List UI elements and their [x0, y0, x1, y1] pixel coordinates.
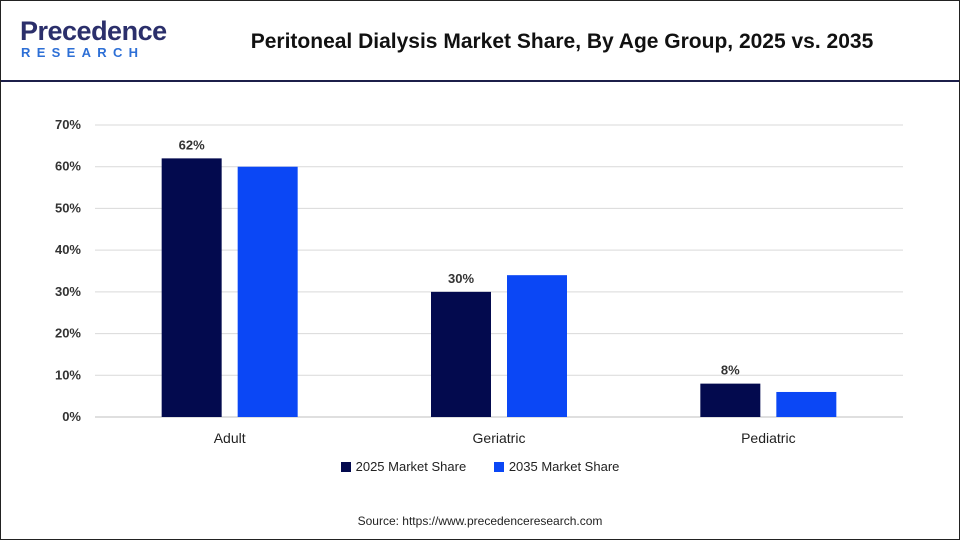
y-tick-label: 30%	[55, 284, 81, 299]
logo-subtitle: RESEARCH	[21, 45, 145, 60]
x-tick-label: Adult	[214, 430, 246, 446]
legend-item-2035: 2035 Market Share	[493, 459, 620, 474]
x-tick-label: Geriatric	[473, 430, 526, 446]
data-label: 8%	[721, 363, 740, 378]
legend-label-2035: 2035 Market Share	[508, 459, 620, 474]
y-tick-label: 50%	[55, 200, 81, 215]
bar-2035	[776, 391, 837, 417]
bar-2025	[431, 291, 491, 417]
header-divider	[1, 80, 959, 82]
header: Precedence RESEARCH Peritoneal Dialysis …	[2, 2, 958, 80]
data-label: 62%	[179, 137, 205, 152]
logo-wordmark: Precedence	[20, 16, 167, 46]
y-tick-label: 10%	[55, 367, 81, 382]
y-tick-label: 20%	[55, 326, 81, 341]
precedence-research-logo: Precedence RESEARCH	[20, 16, 167, 66]
y-tick-label: 0%	[62, 409, 81, 424]
chart-title: Peritoneal Dialysis Market Share, By Age…	[250, 30, 874, 53]
bar-chart: 0% 10% 20% 30% 40% 50% 60% 70% 62% Adult 30% Geriat…	[55, 117, 903, 446]
bar-2035	[507, 275, 567, 417]
y-tick-label: 70%	[55, 117, 81, 132]
data-label: 30%	[448, 271, 474, 286]
bar-2025	[700, 383, 761, 417]
bar-2025	[161, 158, 222, 417]
legend-item-2025: 2025 Market Share	[340, 459, 467, 474]
legend-label-2025: 2025 Market Share	[355, 459, 467, 474]
y-tick-label: 60%	[55, 159, 81, 174]
y-tick-label: 40%	[55, 242, 81, 257]
x-tick-label: Pediatric	[741, 430, 795, 446]
legend-swatch-2035	[493, 461, 504, 472]
legend: 2025 Market Share 2035 Market Share	[1, 459, 959, 475]
legend-swatch-2025	[340, 461, 351, 472]
source-note: Source: https://www.precedenceresearch.c…	[357, 514, 603, 528]
bar-2035	[237, 166, 298, 417]
